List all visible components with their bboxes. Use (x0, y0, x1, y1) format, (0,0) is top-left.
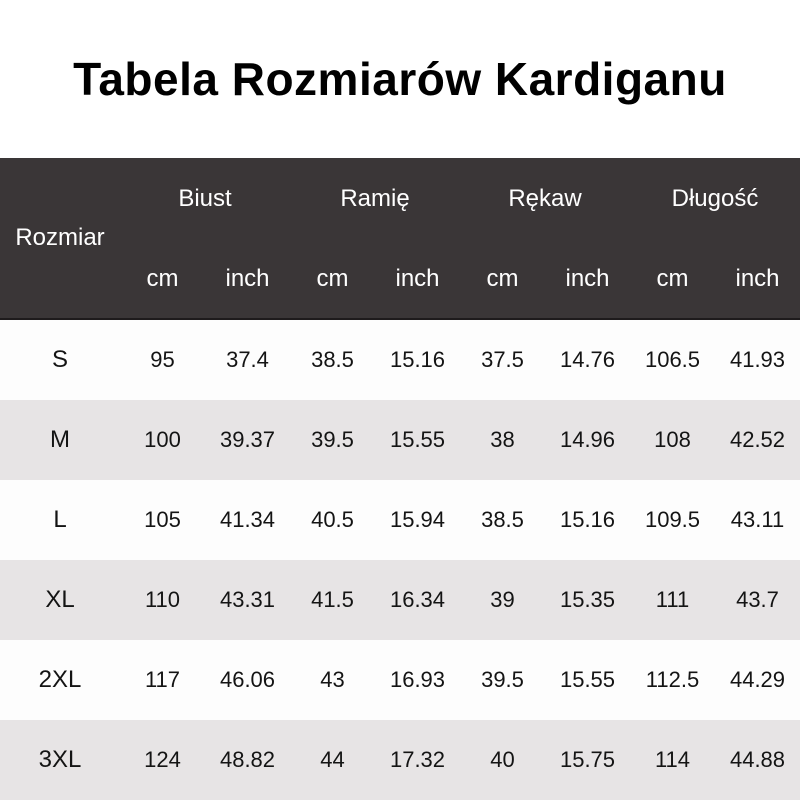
table-row: 2XL 117 46.06 43 16.93 39.5 15.55 112.5 … (0, 640, 800, 720)
value-cell: 105 (144, 507, 181, 532)
unit-header-bust-inch: inch (225, 265, 270, 292)
value-cell: 100 (144, 427, 181, 452)
value-cell: 15.75 (559, 747, 616, 772)
value-cell: 37.4 (226, 347, 269, 372)
value-cell: 44.88 (729, 747, 786, 772)
value-cell: 14.76 (559, 347, 616, 372)
value-cell: 95 (150, 347, 175, 372)
title-area: Tabela Rozmiarów Kardiganu (0, 0, 800, 158)
value-cell: 111 (655, 587, 690, 612)
column-group-bust: Biust (178, 185, 232, 212)
size-cell: S (51, 346, 68, 373)
value-cell: 117 (144, 667, 181, 692)
value-cell: 112.5 (645, 667, 700, 692)
table-row: M 100 39.37 39.5 15.55 38 14.96 108 42.5… (0, 400, 800, 480)
value-cell: 114 (654, 747, 691, 772)
value-cell: 15.35 (559, 587, 616, 612)
value-cell: 41.34 (219, 507, 276, 532)
page-title: Tabela Rozmiarów Kardiganu (73, 53, 727, 105)
value-cell: 15.16 (559, 507, 616, 532)
value-cell: 43.7 (736, 587, 779, 612)
value-cell: 17.32 (389, 747, 446, 772)
value-cell: 39 (490, 587, 515, 612)
size-cell: 2XL (38, 666, 82, 693)
unit-row: cm inch cm inch cm inch cm inch (120, 240, 800, 318)
table-row: L 105 41.34 40.5 15.94 38.5 15.16 109.5 … (0, 480, 800, 560)
value-cell: 39.5 (311, 427, 354, 452)
value-cell: 48.82 (219, 747, 276, 772)
value-cell: 15.94 (389, 507, 446, 532)
value-cell: 110 (144, 587, 181, 612)
value-cell: 38.5 (311, 347, 354, 372)
value-cell: 41.5 (311, 587, 354, 612)
value-cell: 43.31 (219, 587, 276, 612)
unit-header-sleeve-cm: cm (486, 265, 519, 292)
size-cell: 3XL (38, 746, 82, 773)
size-cell: M (50, 426, 70, 453)
column-header-size: Rozmiar (15, 224, 105, 251)
column-group-length: Długość (671, 185, 759, 212)
value-cell: 39.5 (481, 667, 524, 692)
value-cell: 40.5 (311, 507, 354, 532)
value-cell: 44 (320, 747, 345, 772)
unit-header-shoulder-inch: inch (395, 265, 440, 292)
size-cell: L (53, 506, 67, 533)
value-cell: 37.5 (481, 347, 524, 372)
value-cell: 39.37 (219, 427, 276, 452)
value-cell: 40 (490, 747, 515, 772)
value-cell: 16.34 (389, 587, 446, 612)
value-cell: 108 (654, 427, 691, 452)
measurement-group-row: Biust Ramię Rękaw Długość (120, 158, 800, 240)
size-cell: XL (45, 586, 75, 613)
value-cell: 43.11 (730, 507, 785, 532)
value-cell: 106.5 (644, 347, 701, 372)
table-header-measurements: Biust Ramię Rękaw Długość cm inch cm inc… (120, 158, 800, 318)
value-cell: 43 (320, 667, 345, 692)
size-table: Rozmiar Biust Ramię Rękaw Długość cm inc… (0, 158, 800, 800)
value-cell: 109.5 (644, 507, 701, 532)
column-group-sleeve: Rękaw (508, 185, 582, 212)
unit-header-length-inch: inch (735, 265, 780, 292)
unit-header-sleeve-inch: inch (565, 265, 610, 292)
value-cell: 38 (490, 427, 515, 452)
unit-header-bust-cm: cm (146, 265, 179, 292)
unit-header-length-cm: cm (656, 265, 689, 292)
table-row: S 95 37.4 38.5 15.16 37.5 14.76 106.5 41… (0, 320, 800, 400)
value-cell: 14.96 (559, 427, 616, 452)
value-cell: 16.93 (389, 667, 446, 692)
table-row: XL 110 43.31 41.5 16.34 39 15.35 111 43.… (0, 560, 800, 640)
value-cell: 15.16 (389, 347, 446, 372)
table-row: 3XL 124 48.82 44 17.32 40 15.75 114 44.8… (0, 720, 800, 800)
value-cell: 15.55 (389, 427, 446, 452)
value-cell: 124 (144, 747, 181, 772)
value-cell: 38.5 (481, 507, 524, 532)
value-cell: 44.29 (729, 667, 786, 692)
table-header: Rozmiar Biust Ramię Rękaw Długość cm inc… (0, 158, 800, 320)
value-cell: 41.93 (729, 347, 786, 372)
column-group-shoulder: Ramię (340, 185, 410, 212)
value-cell: 46.06 (219, 667, 276, 692)
value-cell: 15.55 (559, 667, 616, 692)
unit-header-shoulder-cm: cm (316, 265, 349, 292)
value-cell: 42.52 (729, 427, 786, 452)
